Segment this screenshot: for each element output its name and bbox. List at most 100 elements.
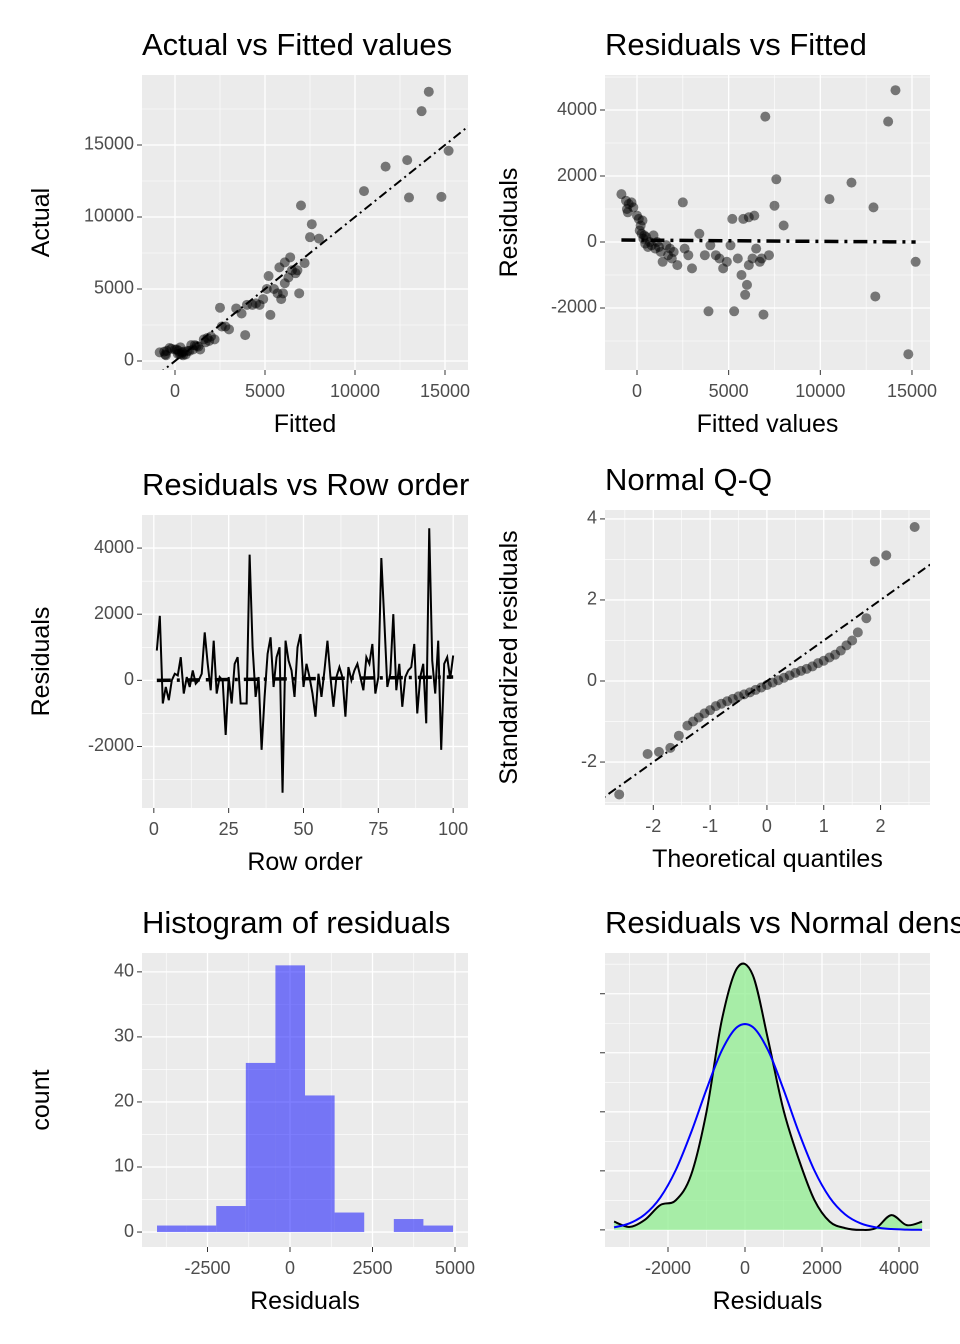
point: [740, 289, 751, 300]
y-tick-label: 5000: [94, 278, 134, 298]
x-tick-label: 5000: [435, 1258, 475, 1278]
y-tick-label: -2000: [551, 297, 597, 317]
point: [195, 344, 206, 355]
marks: [157, 965, 454, 1233]
y-tick-label: 4000: [557, 99, 597, 119]
point: [890, 85, 901, 96]
y-tick-label: 2000: [557, 165, 597, 185]
point: [870, 291, 881, 302]
point: [769, 200, 780, 211]
point: [824, 194, 835, 205]
x-tick-label: 100: [438, 819, 468, 839]
point: [760, 111, 771, 122]
histogram-bar: [157, 1225, 187, 1233]
y-tick-label: 0: [124, 1221, 134, 1241]
y-axis-title: Standardized residuals: [495, 530, 523, 784]
x-tick-label: 2: [876, 816, 886, 836]
histogram-bar: [186, 1225, 217, 1233]
marks: [616, 85, 921, 360]
histogram-bar: [216, 1206, 246, 1233]
point: [703, 306, 714, 317]
x-tick-label: -2000: [645, 1258, 691, 1278]
point: [263, 271, 274, 282]
chart-title: Normal Q-Q: [605, 462, 772, 497]
plot-background: [142, 75, 468, 370]
chart-title: Actual vs Fitted values: [142, 27, 452, 62]
chart-title: Residuals vs Normal density: [605, 905, 960, 940]
y-tick-label: 4: [587, 508, 597, 528]
x-axis-title: Row order: [247, 848, 362, 876]
x-tick-label: 25: [219, 819, 239, 839]
residual-line: [155, 528, 455, 793]
point: [416, 106, 427, 117]
normal-curve: [613, 1023, 923, 1231]
point: [306, 219, 317, 230]
x-axis-title: Theoretical quantiles: [652, 845, 883, 873]
point: [721, 256, 732, 267]
y-axis-title: Residuals: [495, 168, 523, 278]
x-tick-label: 2000: [802, 1258, 842, 1278]
trend-line: [621, 238, 916, 244]
point: [729, 306, 740, 317]
point: [664, 243, 675, 254]
chart-title: Histogram of residuals: [142, 905, 450, 940]
x-tick-label: -2: [645, 816, 661, 836]
y-tick-label: 0: [124, 350, 134, 370]
point: [380, 161, 391, 172]
point: [910, 256, 921, 267]
chart-title: Residuals vs Fitted: [605, 27, 867, 62]
y-tick-label: 0: [124, 669, 134, 689]
y-tick-label: 0: [587, 670, 597, 690]
point: [614, 789, 625, 800]
chart-title: Residuals vs Row order: [142, 467, 469, 502]
x-tick-label: -1: [702, 816, 718, 836]
marks: [154, 86, 468, 370]
y-tick-label: 20: [114, 1091, 134, 1111]
y-tick-label: 30: [114, 1026, 134, 1046]
panel: [142, 75, 468, 370]
x-tick-label: 0: [285, 1258, 295, 1278]
point: [241, 299, 252, 310]
y-tick-label: 2: [587, 589, 597, 609]
panel: [605, 510, 930, 805]
point: [258, 294, 269, 305]
y-tick-label: -2000: [88, 735, 134, 755]
point: [240, 330, 251, 341]
point: [861, 613, 872, 624]
x-tick-label: 10000: [795, 381, 845, 401]
point: [657, 256, 668, 267]
x-axis-title: Residuals: [713, 1287, 823, 1315]
point: [725, 240, 736, 251]
x-tick-label: 0: [740, 1258, 750, 1278]
point: [699, 250, 710, 261]
y-tick-label: 4000: [94, 537, 134, 557]
histogram-bar: [423, 1225, 454, 1233]
y-tick-label: 15000: [84, 134, 134, 154]
point: [869, 556, 880, 567]
point: [727, 213, 738, 224]
y-tick-label: 10: [114, 1156, 134, 1176]
x-tick-label: 0: [632, 381, 642, 401]
panel: [142, 515, 468, 808]
y-tick-label: 2000: [94, 603, 134, 623]
point: [705, 240, 716, 251]
trend-line: [156, 675, 454, 683]
point: [672, 260, 683, 271]
point: [903, 349, 914, 360]
x-tick-label: 1: [819, 816, 829, 836]
point: [665, 742, 676, 753]
point: [292, 265, 303, 276]
point: [883, 116, 894, 127]
point: [778, 220, 789, 231]
point: [847, 635, 858, 646]
y-tick-label: 40: [114, 961, 134, 981]
y-axis-title: count: [27, 1069, 55, 1130]
point: [443, 145, 454, 156]
point: [881, 550, 892, 561]
point: [214, 302, 225, 313]
histogram-bar: [334, 1212, 365, 1233]
x-tick-label: 75: [368, 819, 388, 839]
point: [637, 215, 648, 226]
